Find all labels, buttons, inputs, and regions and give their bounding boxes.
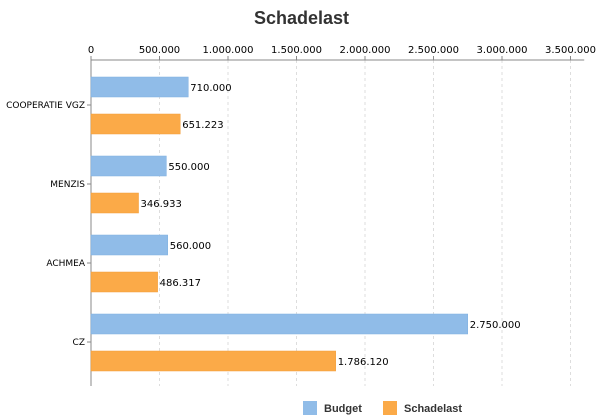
data-label: 346.933 [141,199,182,210]
legend-swatch-schadelast [383,401,397,415]
bar-schadelast [90,192,139,214]
x-tick-label: 0 [88,45,94,56]
x-tick-label: 1.000.000 [203,45,254,56]
chart-title: Schadelast [253,8,350,28]
data-label: 2.750.000 [470,320,521,331]
legend-label: Schadelast [404,403,462,415]
bar-schadelast [90,113,181,135]
bar-schadelast [90,271,158,293]
bar-schadelast [90,350,336,372]
category-label: CZ [73,338,85,348]
x-tick-label: 3.500.000 [545,45,596,56]
data-label: 560.000 [170,241,211,252]
bar-budget [90,313,468,335]
data-label: 486.317 [160,278,201,289]
x-tick-label: 2.500.000 [408,45,459,56]
data-label: 651.223 [182,120,223,131]
bar-budget [90,76,189,98]
x-tick-label: 1.500.000 [271,45,322,56]
x-tick-label: 3.000.000 [477,45,528,56]
x-tick-label: 2.000.000 [340,45,391,56]
category-label: COOPERATIE VGZ [6,101,85,111]
bar-budget [90,234,168,256]
legend-swatch-budget [303,401,317,415]
data-label: 710.000 [190,83,231,94]
x-tick-label: 500.000 [139,45,180,56]
data-label: 1.786.120 [338,357,389,368]
category-label: ACHMEA [46,259,86,269]
bar-budget [90,155,167,177]
legend-label: Budget [324,403,362,415]
category-label: MENZIS [50,180,85,190]
data-label: 550.000 [168,162,209,173]
